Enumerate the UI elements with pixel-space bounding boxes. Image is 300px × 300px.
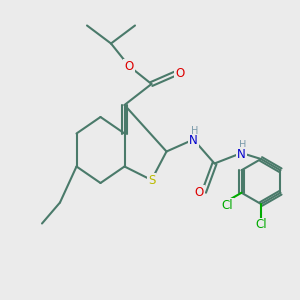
- Text: N: N: [237, 148, 246, 161]
- Text: O: O: [176, 67, 184, 80]
- Text: S: S: [148, 173, 155, 187]
- Text: O: O: [195, 185, 204, 199]
- Text: Cl: Cl: [221, 199, 233, 212]
- Text: Cl: Cl: [255, 218, 267, 232]
- Text: N: N: [189, 134, 198, 148]
- Text: H: H: [239, 140, 247, 150]
- Text: O: O: [124, 59, 134, 73]
- Text: H: H: [191, 126, 199, 136]
